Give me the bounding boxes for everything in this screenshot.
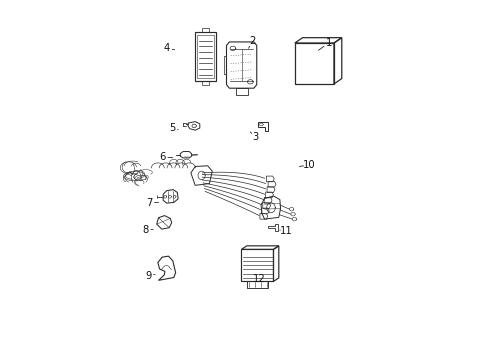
Text: 12: 12 bbox=[253, 274, 266, 284]
Text: 11: 11 bbox=[280, 225, 293, 235]
Text: 1: 1 bbox=[325, 38, 332, 48]
Text: 9: 9 bbox=[145, 271, 151, 281]
Text: 6: 6 bbox=[159, 152, 166, 162]
Text: 5: 5 bbox=[169, 123, 175, 134]
Text: 7: 7 bbox=[146, 198, 152, 208]
Text: 4: 4 bbox=[164, 43, 170, 53]
Text: 10: 10 bbox=[303, 160, 316, 170]
Text: 8: 8 bbox=[142, 225, 148, 235]
Text: 2: 2 bbox=[249, 36, 255, 46]
Text: 3: 3 bbox=[252, 132, 259, 142]
